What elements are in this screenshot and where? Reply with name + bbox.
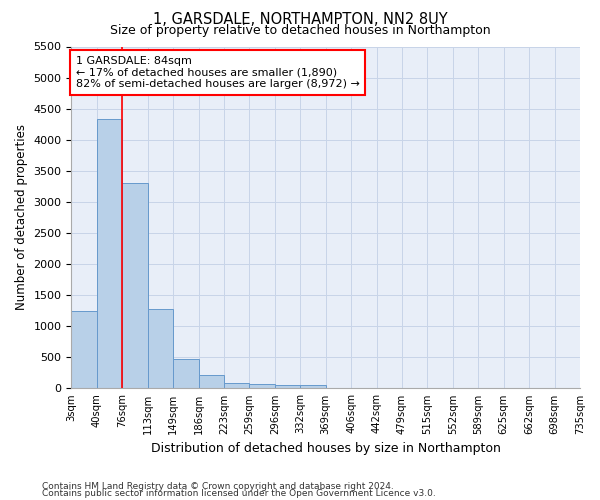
Bar <box>224 384 250 388</box>
Bar <box>275 385 300 388</box>
Bar <box>300 385 326 388</box>
Text: Contains HM Land Registry data © Crown copyright and database right 2024.: Contains HM Land Registry data © Crown c… <box>42 482 394 491</box>
Text: 1 GARSDALE: 84sqm
← 17% of detached houses are smaller (1,890)
82% of semi-detac: 1 GARSDALE: 84sqm ← 17% of detached hous… <box>76 56 360 89</box>
Bar <box>173 358 199 388</box>
Bar <box>97 119 122 388</box>
Bar <box>148 309 173 388</box>
X-axis label: Distribution of detached houses by size in Northampton: Distribution of detached houses by size … <box>151 442 500 455</box>
Text: Size of property relative to detached houses in Northampton: Size of property relative to detached ho… <box>110 24 490 37</box>
Text: 1, GARSDALE, NORTHAMPTON, NN2 8UY: 1, GARSDALE, NORTHAMPTON, NN2 8UY <box>152 12 448 28</box>
Bar <box>199 376 224 388</box>
Text: Contains public sector information licensed under the Open Government Licence v3: Contains public sector information licen… <box>42 490 436 498</box>
Bar <box>71 310 97 388</box>
Bar <box>250 384 275 388</box>
Y-axis label: Number of detached properties: Number of detached properties <box>15 124 28 310</box>
Bar <box>122 184 148 388</box>
